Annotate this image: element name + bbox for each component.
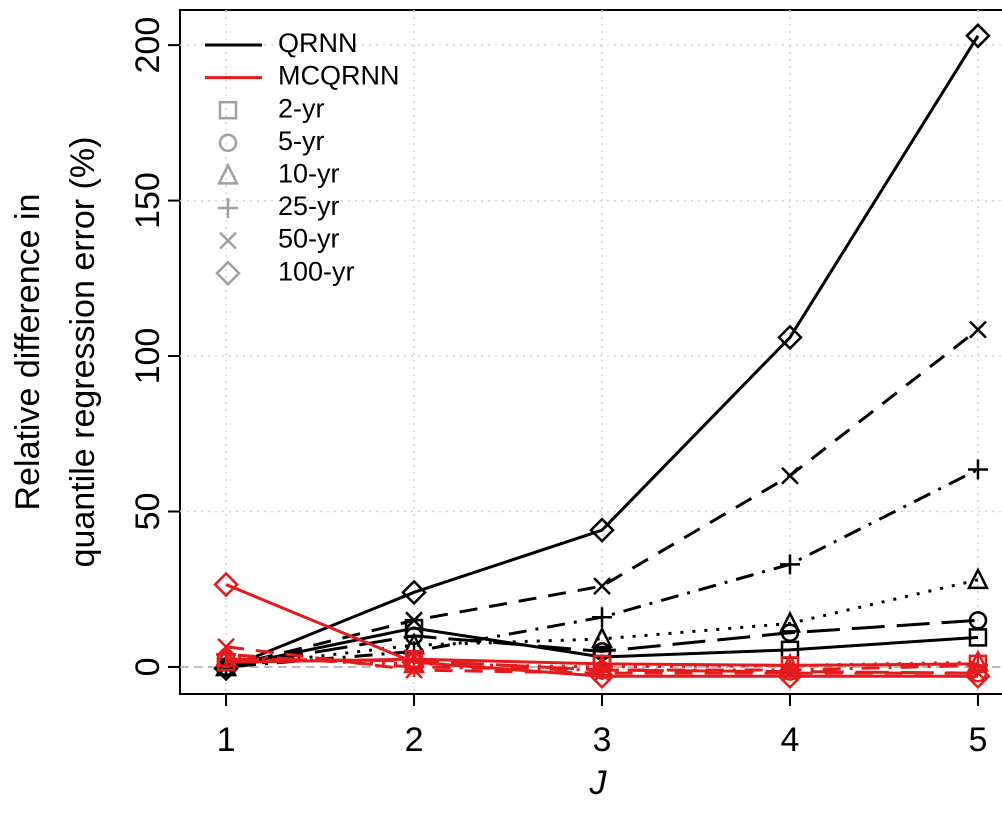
x-tick-label: 3 (593, 721, 612, 759)
legend-label: 2-yr (278, 93, 325, 123)
y-tick-label: 50 (129, 493, 167, 531)
x-tick-label: 1 (217, 721, 236, 759)
marker (778, 610, 802, 633)
marker (969, 320, 987, 339)
legend-label: 25-yr (278, 191, 340, 221)
marker (215, 644, 238, 667)
marker (592, 607, 613, 628)
marker (405, 661, 423, 679)
x-tick-label: 4 (781, 721, 800, 759)
marker (968, 611, 988, 630)
legend-label: 10-yr (278, 159, 340, 189)
legend-symbol (218, 133, 238, 153)
y-axis-label: Relative difference in (9, 194, 47, 511)
legend-label: QRNN (278, 28, 358, 58)
legend-label: MCQRNN (278, 61, 400, 91)
x-tick-label: 5 (969, 721, 988, 759)
marker (213, 571, 239, 598)
legend-label: 5-yr (278, 126, 325, 156)
x-axis-label: J (589, 764, 608, 802)
marker (590, 626, 614, 649)
y-tick-label: 100 (129, 328, 167, 385)
marker (593, 664, 611, 683)
marker (777, 324, 803, 351)
legend-symbol (218, 198, 238, 218)
legend-label: 50-yr (278, 224, 340, 254)
marker (589, 663, 615, 690)
marker (777, 663, 803, 690)
legend-symbol (216, 162, 240, 185)
x-tick-label: 2 (405, 721, 424, 759)
marker (589, 517, 615, 543)
marker (969, 664, 987, 683)
legend-symbol (219, 231, 237, 250)
y-tick-label: 150 (129, 172, 167, 229)
y-tick-label: 0 (129, 657, 167, 676)
marker (965, 23, 991, 49)
plot-box (179, 9, 1002, 695)
series-line (225, 618, 979, 669)
marker (965, 663, 991, 690)
marker (781, 664, 799, 683)
marker (781, 466, 799, 485)
series-line (225, 583, 978, 678)
marker (401, 579, 427, 606)
series-line (225, 35, 980, 670)
marker (401, 649, 427, 676)
series-line (225, 468, 979, 669)
marker (217, 637, 235, 656)
marker (779, 554, 800, 575)
y-tick-label: 200 (129, 17, 167, 74)
marker (405, 611, 423, 630)
series-line (226, 656, 978, 669)
legend-symbol (218, 100, 238, 120)
legend-symbol (215, 260, 241, 286)
legend-label: 100-yr (278, 256, 355, 286)
marker (967, 459, 988, 480)
y-axis-label: quantile regression error (%) (64, 137, 102, 568)
marker (966, 567, 989, 590)
marker (593, 577, 611, 595)
